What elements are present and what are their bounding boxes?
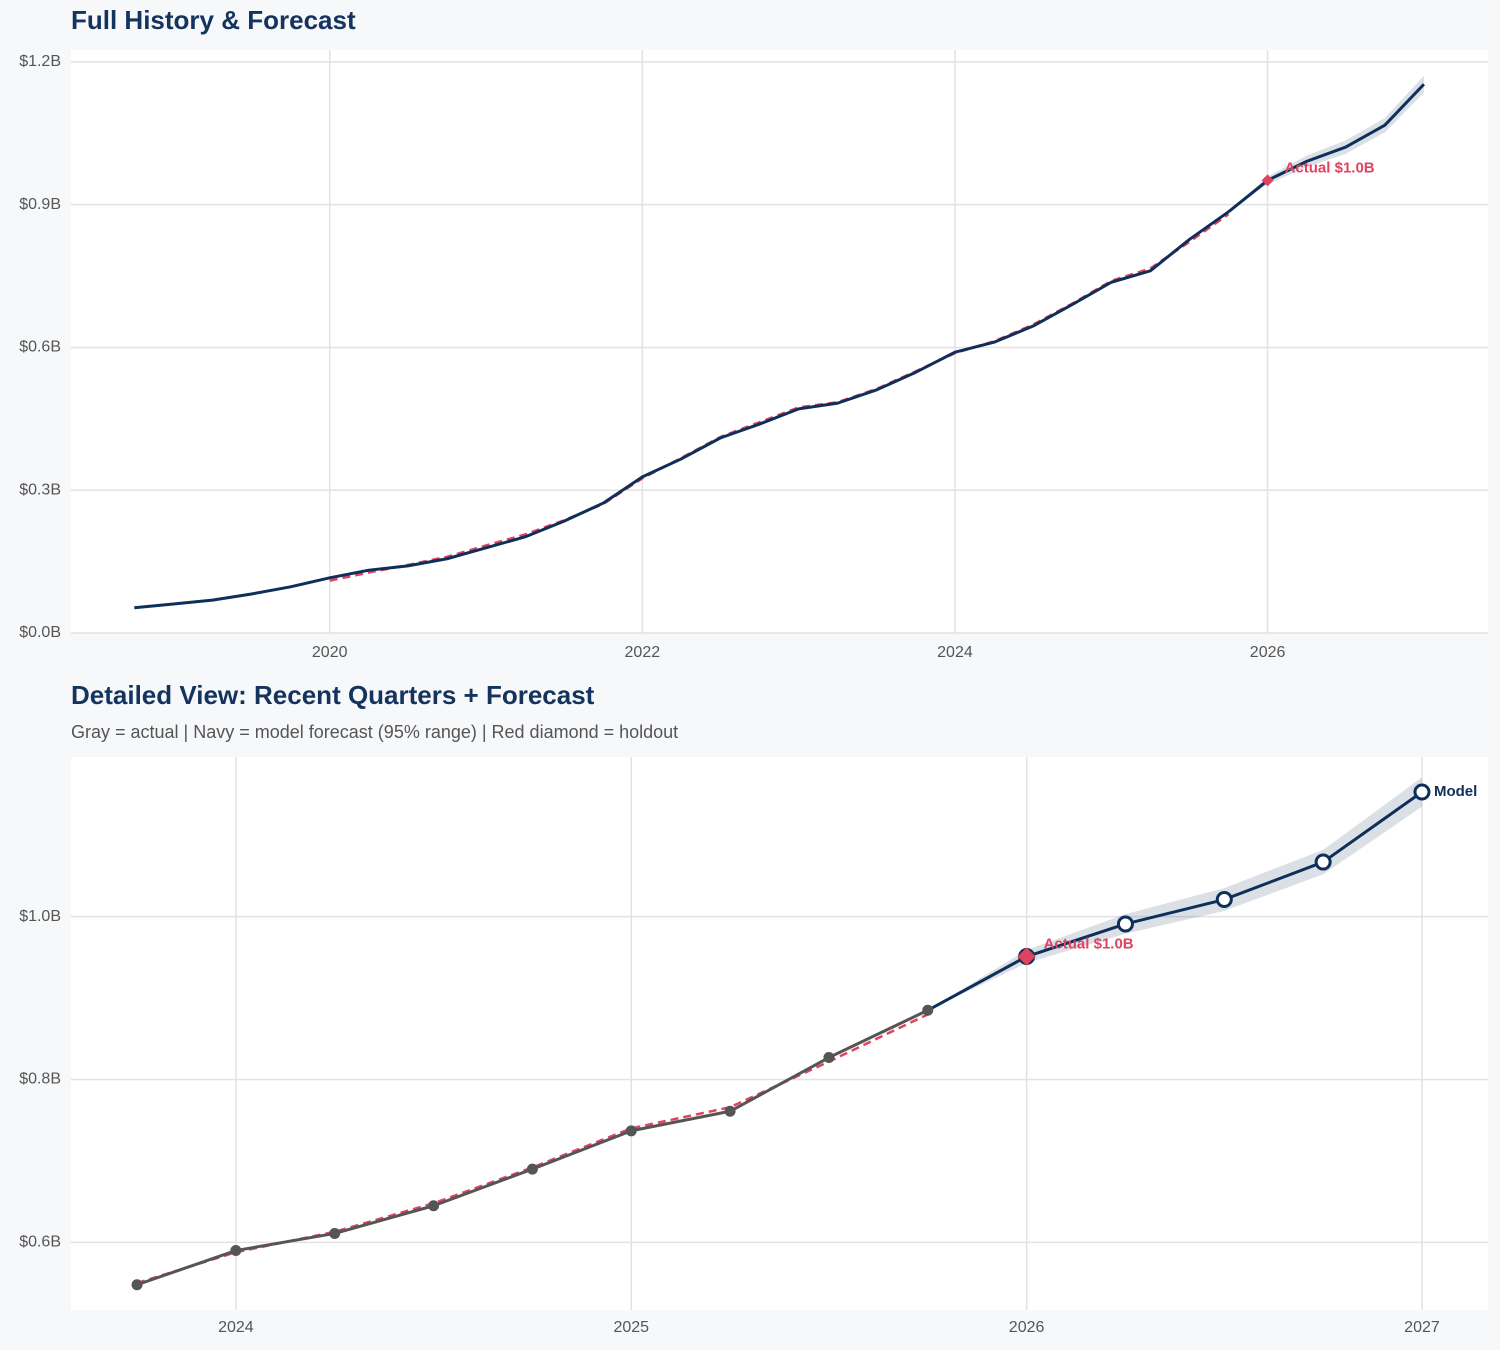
actual-marker — [428, 1200, 440, 1212]
actual-marker — [724, 1105, 736, 1117]
holdout-label: Actual $1.0B — [1285, 159, 1375, 176]
chart-subtitle: Gray = actual | Navy = model forecast (9… — [71, 722, 678, 742]
forecast-marker — [1116, 915, 1134, 933]
holdout-diamond — [1261, 174, 1274, 187]
forecast-band — [1228, 75, 1424, 212]
x-tick-label: 2022 — [625, 644, 661, 661]
x-tick-label: 2027 — [1404, 1319, 1440, 1336]
actual-marker — [526, 1163, 538, 1175]
y-tick-label: $0.0B — [19, 624, 61, 641]
y-tick-label: $0.9B — [19, 196, 61, 213]
forecast-marker — [1314, 853, 1332, 871]
y-tick-label: $0.6B — [19, 1234, 61, 1251]
chart-title: Full History & Forecast — [71, 5, 356, 35]
forecast-marker — [1413, 783, 1431, 801]
x-tick-label: 2020 — [312, 644, 348, 661]
series-line — [1227, 83, 1425, 213]
series-end-label: Model — [1434, 783, 1477, 800]
x-tick-label: 2026 — [1009, 1319, 1045, 1336]
y-tick-label: $0.3B — [19, 481, 61, 498]
plot-area — [71, 757, 1488, 1310]
x-tick-label: 2025 — [613, 1319, 649, 1336]
plot-area — [71, 50, 1488, 633]
fitted-line — [329, 213, 1230, 582]
y-tick-label: $0.8B — [19, 1071, 61, 1088]
holdout-diamond — [1017, 947, 1036, 966]
actual-marker — [329, 1227, 341, 1239]
y-tick-label: $0.6B — [19, 339, 61, 356]
holdout-label: Actual $1.0B — [1044, 936, 1134, 953]
actual-marker — [625, 1125, 637, 1137]
actual-marker — [823, 1052, 835, 1064]
forecast-band — [927, 777, 1422, 1011]
x-tick-label: 2024 — [937, 644, 973, 661]
series-line — [927, 790, 1423, 1012]
series-line — [134, 210, 1230, 610]
actual-marker — [230, 1245, 242, 1257]
y-tick-label: $1.2B — [19, 53, 61, 70]
actual-marker — [922, 1004, 934, 1016]
x-tick-label: 2024 — [218, 1319, 254, 1336]
actual-marker — [131, 1279, 143, 1291]
x-tick-label: 2026 — [1250, 644, 1286, 661]
forecast-marker — [1215, 891, 1233, 909]
y-tick-label: $1.0B — [19, 908, 61, 925]
chart-title: Detailed View: Recent Quarters + Forecas… — [71, 680, 595, 710]
